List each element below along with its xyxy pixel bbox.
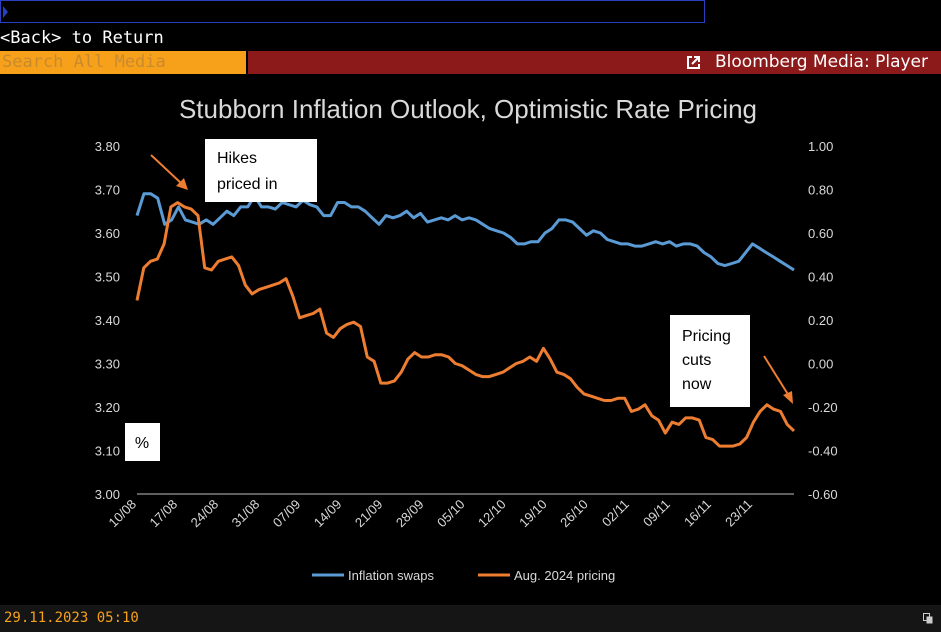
media-player-banner: Bloomberg Media: Player xyxy=(248,51,941,74)
left-tick-label: 3.10 xyxy=(95,444,120,459)
x-tick-label: 21/09 xyxy=(352,497,386,531)
right-tick-label: 0.40 xyxy=(808,270,833,285)
x-axis-ticks: 10/08 17/08 24/08 31/08 07/09 14/09 21/09 28/09… xyxy=(106,497,756,531)
left-tick-label: 3.80 xyxy=(95,139,120,154)
left-axis-ticks: 3.00 3.10 3.20 3.30 3.40 3.50 3.60 3.70 3.80 xyxy=(95,139,120,502)
left-tick-label: 3.30 xyxy=(95,357,120,372)
left-tick-label: 3.50 xyxy=(95,270,120,285)
annotation-hikes-priced-in: Hikes priced in xyxy=(205,139,317,202)
x-tick-label: 09/11 xyxy=(640,497,673,530)
right-tick-label: -0.60 xyxy=(808,487,838,502)
left-tick-label: 3.00 xyxy=(95,487,120,502)
series-lines xyxy=(135,192,796,448)
x-tick-label: 12/10 xyxy=(475,497,509,531)
x-tick-label: 23/11 xyxy=(722,497,755,530)
status-bar: 29.11.2023 05:10 xyxy=(0,605,941,632)
back-to-return-link[interactable]: <Back> to Return xyxy=(0,28,164,48)
percent-text: % xyxy=(135,435,149,452)
series-line-aug-2024-pricing xyxy=(135,201,796,448)
caret-icon xyxy=(3,6,8,18)
percent-unit-label: % xyxy=(125,423,160,461)
annotation-line: Hikes xyxy=(217,150,257,167)
right-tick-label: -0.20 xyxy=(808,400,838,415)
left-tick-label: 3.20 xyxy=(95,400,120,415)
annotation-line: now xyxy=(682,376,712,393)
x-tick-label: 07/09 xyxy=(270,497,304,531)
chart-title: Stubborn Inflation Outlook, Optimistic R… xyxy=(179,94,757,124)
search-all-media-input[interactable]: Search All Media xyxy=(0,51,246,74)
x-tick-label: 28/09 xyxy=(393,497,427,531)
right-tick-label: 0.80 xyxy=(808,183,833,198)
right-tick-label: 0.00 xyxy=(808,357,833,372)
external-link-icon[interactable] xyxy=(686,55,701,70)
x-tick-label: 31/08 xyxy=(229,497,263,531)
x-tick-label: 05/10 xyxy=(434,497,468,531)
annotation-line: Pricing xyxy=(682,328,731,345)
x-tick-label: 26/10 xyxy=(557,497,591,531)
x-tick-label: 17/08 xyxy=(147,497,181,531)
legend-label-inflation-swaps: Inflation swaps xyxy=(348,568,434,583)
annotation-line: cuts xyxy=(682,352,711,369)
x-tick-label: 14/09 xyxy=(311,497,345,531)
command-line-input[interactable] xyxy=(0,0,705,23)
right-tick-label: 1.00 xyxy=(808,139,833,154)
left-tick-label: 3.70 xyxy=(95,183,120,198)
inflation-rate-chart: Stubborn Inflation Outlook, Optimistic R… xyxy=(95,94,838,583)
series-line-inflation-swaps xyxy=(135,192,795,272)
annotation-line: priced in xyxy=(217,176,277,193)
x-tick-label: 19/10 xyxy=(516,497,550,531)
annotation-arrow-hikes xyxy=(150,154,188,190)
copy-icon[interactable] xyxy=(923,613,933,624)
left-tick-label: 3.40 xyxy=(95,313,120,328)
legend-label-aug-2024-pricing: Aug. 2024 pricing xyxy=(514,568,615,583)
right-axis-ticks: -0.60 -0.40 -0.20 0.00 0.20 0.40 0.60 0.80 1.00 xyxy=(808,139,838,502)
annotation-arrow-cuts xyxy=(763,355,793,404)
annotation-pricing-cuts-now: Pricing cuts now xyxy=(670,315,750,407)
left-tick-label: 3.60 xyxy=(95,226,120,241)
timestamp: 29.11.2023 05:10 xyxy=(4,610,139,626)
right-tick-label: -0.40 xyxy=(808,444,838,459)
x-tick-label: 02/11 xyxy=(599,497,632,530)
right-tick-label: 0.60 xyxy=(808,226,833,241)
x-tick-label: 16/11 xyxy=(681,497,714,530)
player-label: Bloomberg Media: Player xyxy=(715,52,928,72)
right-tick-label: 0.20 xyxy=(808,313,833,328)
x-tick-label: 24/08 xyxy=(188,497,222,531)
chart-legend: Inflation swaps Aug. 2024 pricing xyxy=(312,568,615,583)
